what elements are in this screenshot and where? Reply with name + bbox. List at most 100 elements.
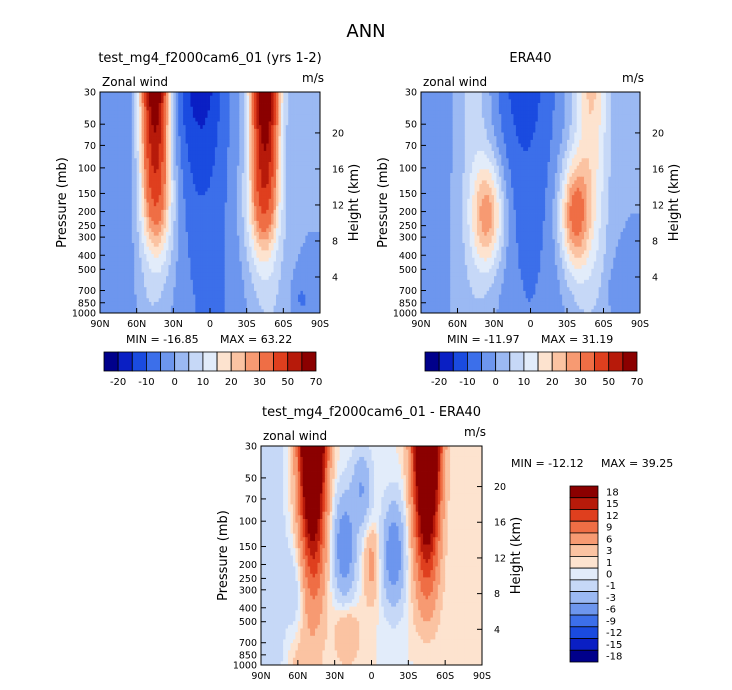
contour-cell	[239, 180, 243, 185]
contour-cell	[114, 184, 118, 189]
contour-cell	[104, 294, 108, 299]
contour-cell	[290, 128, 294, 133]
contour-cell	[217, 169, 221, 174]
contour-cell	[170, 117, 174, 122]
contour-cell	[161, 180, 164, 185]
contour-cell	[224, 276, 228, 281]
contour-cell	[212, 184, 216, 189]
contour-cell	[312, 95, 316, 100]
contour-cell	[129, 243, 133, 248]
contour-cell	[254, 283, 257, 288]
contour-cell	[151, 224, 155, 229]
contour-cell	[232, 132, 235, 137]
contour-cell	[192, 103, 196, 108]
contour-cell	[134, 283, 138, 288]
contour-cell	[109, 95, 113, 100]
contour-cell	[185, 139, 189, 144]
contour-cell	[236, 195, 240, 200]
contour-cell	[114, 261, 118, 266]
contour-cell	[241, 231, 245, 237]
contour-cell	[183, 191, 186, 196]
contour-cell	[166, 114, 169, 119]
contour-cell	[119, 106, 123, 111]
contour-cell	[305, 243, 309, 248]
contour-cell	[288, 224, 292, 229]
contour-cell	[151, 290, 155, 295]
contour-cell	[190, 143, 194, 148]
contour-cell	[266, 121, 270, 126]
contour-cell	[256, 110, 260, 115]
contour-cell	[190, 187, 194, 192]
contour-cell	[271, 176, 274, 181]
contour-cell	[317, 224, 321, 229]
contour-cell	[148, 265, 152, 270]
contour-cell	[222, 114, 226, 119]
contour-cell	[183, 154, 186, 159]
contour-cell	[276, 265, 279, 270]
contour-cell	[254, 161, 257, 167]
contour-cell	[280, 202, 284, 207]
contour-cell	[163, 191, 167, 196]
contour-cell	[266, 279, 270, 284]
contour-cell	[163, 110, 167, 115]
contour-cell	[175, 239, 179, 244]
contour-cell	[168, 206, 172, 211]
contour-cell	[217, 161, 221, 167]
contour-cell	[192, 154, 196, 159]
contour-cell	[307, 250, 311, 255]
contour-cell	[104, 169, 108, 174]
contour-cell	[278, 276, 282, 281]
contour-cell	[114, 235, 118, 240]
contour-cell	[117, 268, 120, 273]
contour-cell	[170, 198, 174, 203]
contour-cell	[268, 243, 272, 248]
contour-cell	[249, 206, 252, 211]
contour-cell	[114, 158, 118, 163]
contour-cell	[278, 187, 282, 192]
contour-cell	[178, 209, 182, 214]
contour-cell	[146, 158, 150, 163]
contour-cell	[273, 139, 277, 144]
contour-cell	[126, 158, 130, 163]
contour-cell	[141, 95, 145, 100]
contour-cell	[244, 176, 248, 181]
contour-cell	[232, 173, 235, 178]
contour-cell	[205, 290, 208, 295]
contour-cell	[210, 154, 213, 159]
contour-cell	[134, 243, 138, 248]
contour-cell	[285, 220, 289, 225]
contour-cell	[254, 125, 257, 130]
contour-cell	[293, 261, 296, 266]
contour-cell	[144, 213, 147, 218]
contour-cell	[290, 250, 294, 255]
contour-cell	[166, 220, 169, 225]
contour-cell	[195, 195, 199, 200]
contour-cell	[122, 243, 125, 248]
contour-cell	[114, 187, 118, 192]
contour-cell	[102, 213, 106, 218]
contour-cell	[317, 272, 321, 277]
contour-cell	[104, 184, 108, 189]
contour-cell	[251, 92, 255, 97]
contour-cell	[273, 224, 277, 229]
contour-cell	[290, 261, 294, 266]
contour-cell	[163, 239, 167, 244]
contour-cell	[114, 250, 118, 255]
contour-cell	[148, 117, 152, 122]
contour-cell	[170, 224, 174, 229]
contour-cell	[251, 143, 255, 148]
contour-cell	[205, 158, 208, 163]
contour-cell	[119, 195, 123, 200]
contour-cell	[214, 132, 218, 137]
contour-cell	[312, 158, 316, 163]
contour-cell	[224, 110, 228, 115]
contour-cell	[148, 143, 152, 148]
contour-cell	[278, 106, 282, 111]
contour-cell	[305, 239, 309, 244]
contour-cell	[112, 106, 116, 111]
contour-cell	[139, 125, 142, 130]
contour-cell	[271, 150, 274, 156]
contour-cell	[246, 272, 250, 277]
contour-cell	[300, 224, 304, 229]
contour-cell	[246, 202, 250, 207]
